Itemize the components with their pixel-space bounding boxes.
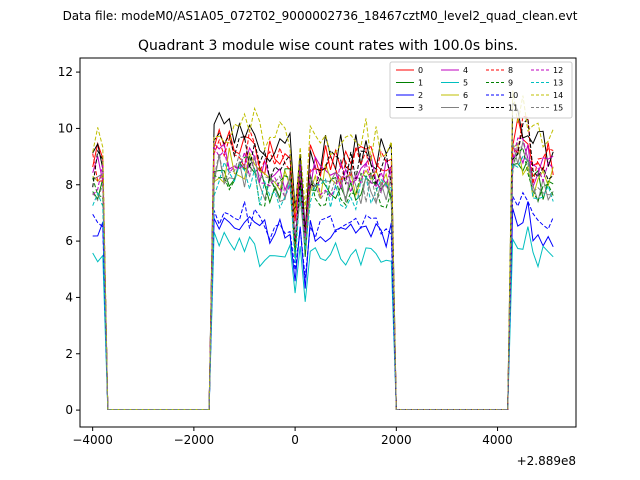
series-layer [92, 90, 554, 410]
y-tick-label: 0 [65, 403, 73, 417]
series-line-13 [92, 155, 554, 410]
y-tick-label: 4 [65, 290, 73, 304]
legend-label-5: 5 [463, 79, 468, 88]
series-line-3 [92, 101, 554, 410]
x-tick-label: 0 [291, 433, 299, 447]
legend-label-7: 7 [463, 104, 468, 113]
series-line-14 [92, 90, 554, 410]
legend-label-4: 4 [463, 66, 468, 75]
legend-label-6: 6 [463, 91, 468, 100]
legend-label-2: 2 [418, 91, 423, 100]
chart-title: Quadrant 3 module wise count rates with … [138, 38, 518, 54]
legend-label-11: 11 [508, 104, 518, 113]
y-tick-label: 2 [65, 347, 73, 361]
y-tick-label: 6 [65, 234, 73, 248]
legend-label-12: 12 [553, 66, 563, 75]
legend-label-10: 10 [508, 91, 518, 100]
x-axis: −4000 −2000 0 2000 4000 [72, 427, 513, 447]
series-line-0 [92, 117, 554, 410]
series-line-15 [92, 142, 554, 410]
legend-label-14: 14 [553, 91, 563, 100]
y-tick-label: 8 [65, 178, 73, 192]
x-tick-label: −2000 [174, 433, 215, 447]
y-tick-label: 10 [58, 121, 73, 135]
x-tick-label: 2000 [381, 433, 412, 447]
series-line-9 [92, 147, 554, 410]
series-line-1 [92, 157, 554, 410]
legend-label-8: 8 [508, 66, 513, 75]
legend-label-15: 15 [553, 104, 563, 113]
legend-label-3: 3 [418, 104, 423, 113]
legend-label-13: 13 [553, 79, 563, 88]
x-tick-label: 4000 [482, 433, 513, 447]
suptitle: Data file: modeM0/AS1A05_072T02_90000027… [63, 9, 578, 23]
series-line-2 [92, 201, 554, 410]
legend-label-9: 9 [508, 79, 513, 88]
y-tick-label: 12 [58, 65, 73, 79]
legend-label-1: 1 [418, 79, 423, 88]
x-offset-label: +2.889e8 [517, 454, 576, 468]
series-line-5 [92, 226, 554, 410]
legend-box [389, 61, 573, 119]
series-line-10 [92, 191, 554, 410]
series-line-6 [92, 143, 554, 410]
legend-label-0: 0 [418, 66, 423, 75]
y-axis: 0 2 4 6 8 10 12 [58, 65, 80, 417]
plot-frame [79, 57, 577, 428]
x-tick-label: −4000 [72, 433, 113, 447]
